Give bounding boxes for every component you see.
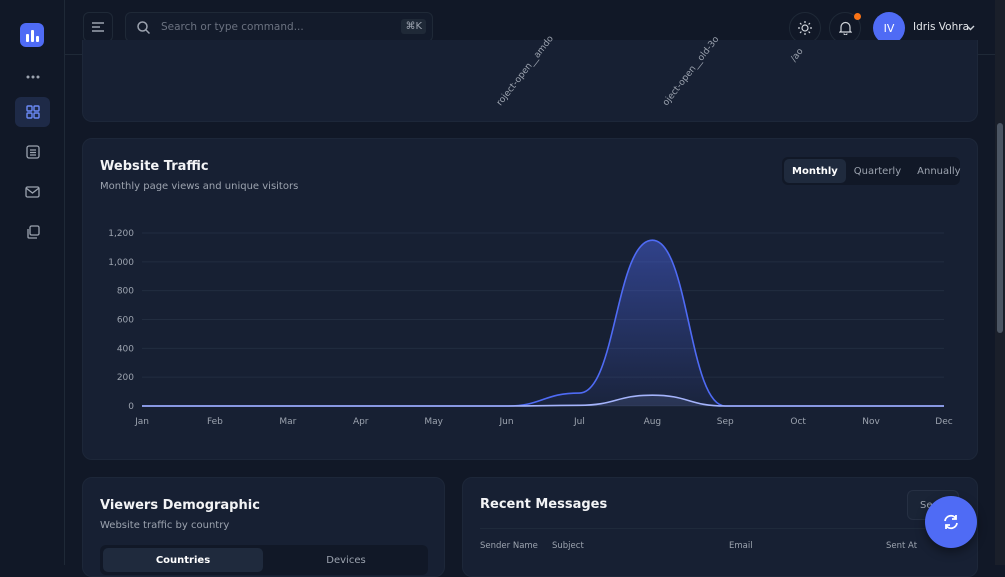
x-tick-label: Aug: [644, 417, 662, 427]
y-tick-label: 0: [128, 402, 134, 412]
card-title: Website Traffic: [100, 159, 209, 174]
user-name[interactable]: Idris Vohra: [913, 21, 970, 33]
y-tick-label: 200: [117, 373, 134, 383]
card-title: Recent Messages: [480, 497, 608, 512]
chevron-down-icon[interactable]: [966, 25, 975, 31]
x-tick-label: Apr: [353, 417, 369, 427]
period-selector: Monthly Quarterly Annually: [782, 157, 961, 185]
menu-toggle-icon[interactable]: [83, 12, 113, 42]
x-tick-label: Dec: [935, 417, 952, 427]
x-tick-label: Sep: [717, 417, 734, 427]
pages-icon[interactable]: [15, 217, 50, 247]
refresh-button[interactable]: [925, 496, 977, 548]
search-shortcut: ⌘K: [401, 19, 426, 34]
x-tick-label: Mar: [279, 417, 296, 427]
website-traffic-card: Website Traffic Monthly page views and u…: [82, 138, 978, 460]
tab-monthly[interactable]: Monthly: [784, 159, 846, 183]
avatar[interactable]: IV: [873, 12, 905, 44]
column-header[interactable]: Subject: [552, 541, 584, 551]
notification-dot: [854, 13, 861, 20]
column-header[interactable]: Sender Name: [480, 541, 538, 551]
x-tick-label: Nov: [862, 417, 880, 427]
tab-countries[interactable]: Countries: [103, 548, 263, 572]
axis-label: /ao: [789, 46, 806, 64]
card-title: Viewers Demographic: [100, 498, 260, 513]
search-icon: [137, 21, 150, 34]
list-icon[interactable]: [15, 137, 50, 167]
refresh-icon: [944, 514, 958, 530]
top-chart-card: roject-open__amdo oject-open__old-3o /ao: [82, 34, 978, 122]
tab-quarterly[interactable]: Quarterly: [853, 165, 902, 177]
viewers-demographic-card: Viewers Demographic Website traffic by c…: [82, 477, 445, 577]
column-header[interactable]: Email: [729, 541, 753, 551]
more-icon[interactable]: [15, 62, 50, 92]
traffic-chart: 0 200 400 600 800 1,000 1,200 Jan Feb Mar Apr May Ju…: [108, 229, 953, 427]
search-placeholder: Search or type command...: [161, 21, 304, 33]
x-tick-label: Jul: [573, 417, 585, 427]
series-line: [141, 239, 944, 407]
x-tick-label: Feb: [207, 417, 223, 427]
x-tick-label: Oct: [790, 417, 806, 427]
search-input[interactable]: Search or type command... ⌘K: [125, 12, 433, 42]
tab-annually[interactable]: Annually: [917, 165, 961, 177]
column-header[interactable]: Sent At: [886, 541, 918, 551]
axis-label: roject-open__amdo: [495, 34, 556, 108]
logo[interactable]: [20, 23, 44, 47]
axis-label: oject-open__old-3o: [661, 34, 722, 108]
x-tick-label: Jan: [134, 417, 149, 427]
demographic-tabs: Countries Devices: [100, 545, 428, 575]
series-line: [141, 394, 944, 407]
x-tick-label: Jun: [499, 417, 514, 427]
scrollbar-thumb[interactable]: [997, 123, 1003, 333]
y-tick-label: 1,000: [108, 258, 134, 268]
card-subtitle: Monthly page views and unique visitors: [100, 181, 299, 192]
tab-devices[interactable]: Devices: [326, 554, 366, 566]
y-tick-label: 400: [117, 344, 134, 354]
y-tick-label: 800: [117, 287, 134, 297]
divider: [480, 528, 960, 529]
sidebar: [0, 0, 65, 565]
y-tick-label: 1,200: [108, 229, 134, 239]
y-tick-label: 600: [117, 316, 134, 326]
dashboard-icon[interactable]: [15, 97, 50, 127]
series-area: [142, 240, 944, 406]
mail-icon[interactable]: [15, 177, 50, 207]
card-subtitle: Website traffic by country: [100, 520, 230, 531]
recent-messages-card: Recent Messages See all Sender Name Subj…: [462, 477, 978, 577]
scrollbar[interactable]: [995, 0, 1005, 565]
x-tick-label: May: [424, 417, 443, 427]
